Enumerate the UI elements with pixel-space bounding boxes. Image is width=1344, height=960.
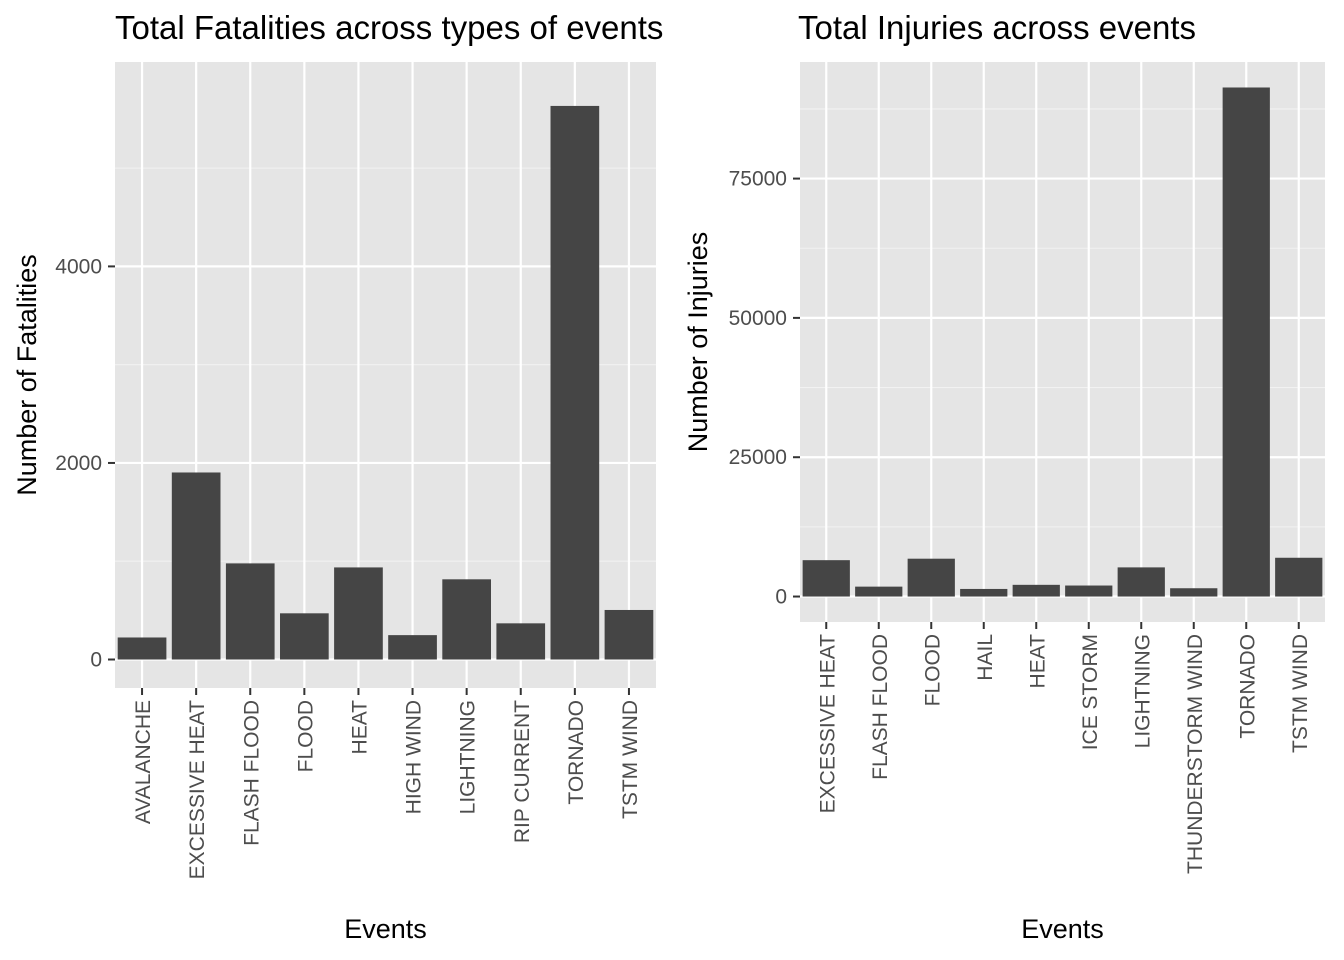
y-tick-label: 0 xyxy=(775,586,787,609)
x-axis-title: Events xyxy=(1021,914,1104,944)
chart-title: Total Injuries across events xyxy=(798,9,1196,46)
bar xyxy=(117,637,167,660)
x-tick-label: TSTM WIND xyxy=(1289,634,1312,753)
x-tick-label: LIGHTNING xyxy=(1131,634,1154,748)
x-tick-label: HAIL xyxy=(974,634,997,681)
bar xyxy=(388,635,437,660)
bar xyxy=(225,563,275,660)
injuries-chart: Total Injuries across events 0 25000 50000… xyxy=(683,9,1325,944)
x-tick-label: THUNDERSTORM WIND xyxy=(1184,634,1207,874)
x-tick-label: TORNADO xyxy=(565,700,588,805)
bar xyxy=(1170,588,1218,597)
y-tick-label: 2000 xyxy=(55,452,102,475)
x-tick-label: RIP CURRENT xyxy=(511,700,534,843)
x-axis-title: Events xyxy=(344,914,427,944)
bar xyxy=(1275,557,1323,597)
bar xyxy=(907,558,955,597)
bar xyxy=(442,579,491,660)
y-tick-label: 50000 xyxy=(729,307,787,330)
x-tick-label: HIGH WIND xyxy=(403,700,426,814)
x-tick-label: TSTM WIND xyxy=(619,700,642,819)
fatalities-chart: Total Fatalities across types of events … xyxy=(12,9,663,944)
bar xyxy=(1222,87,1270,597)
x-tick-label: ICE STORM xyxy=(1079,634,1102,750)
bar xyxy=(280,613,329,660)
x-tick-label: HEAT xyxy=(1026,634,1049,689)
y-tick-label: 75000 xyxy=(729,168,787,191)
x-tick-label: EXCESSIVE HEAT xyxy=(816,634,839,814)
y-tick-label: 0 xyxy=(90,649,102,672)
bar xyxy=(1117,567,1165,597)
x-tick-label: TORNADO xyxy=(1236,634,1259,739)
x-tick-label: FLOOD xyxy=(921,634,944,706)
bar xyxy=(496,623,546,660)
bar xyxy=(550,105,600,660)
title-clip-mask xyxy=(673,0,797,56)
x-tick-label: HEAT xyxy=(348,700,371,755)
y-axis-title: Number of Injuries xyxy=(683,232,713,453)
bar xyxy=(334,567,383,660)
x-tick-label: LIGHTNING xyxy=(457,700,480,814)
bar xyxy=(171,472,221,660)
x-tick-label: FLASH FLOOD xyxy=(240,700,263,846)
bar xyxy=(1065,585,1113,597)
y-axis-title: Number of Fatalities xyxy=(12,254,42,496)
x-tick-label: FLASH FLOOD xyxy=(869,634,892,780)
y-tick-label: 4000 xyxy=(55,255,102,278)
bar xyxy=(855,586,903,597)
bar xyxy=(960,588,1008,597)
x-tick-label: FLOOD xyxy=(294,700,317,772)
y-tick-label: 25000 xyxy=(729,446,787,469)
bar xyxy=(1012,584,1060,597)
chart-title: Total Fatalities across types of events xyxy=(115,9,663,46)
bar xyxy=(604,609,654,660)
x-tick-label: AVALANCHE xyxy=(132,700,155,824)
bar xyxy=(802,560,850,597)
x-tick-label: EXCESSIVE HEAT xyxy=(186,700,209,880)
